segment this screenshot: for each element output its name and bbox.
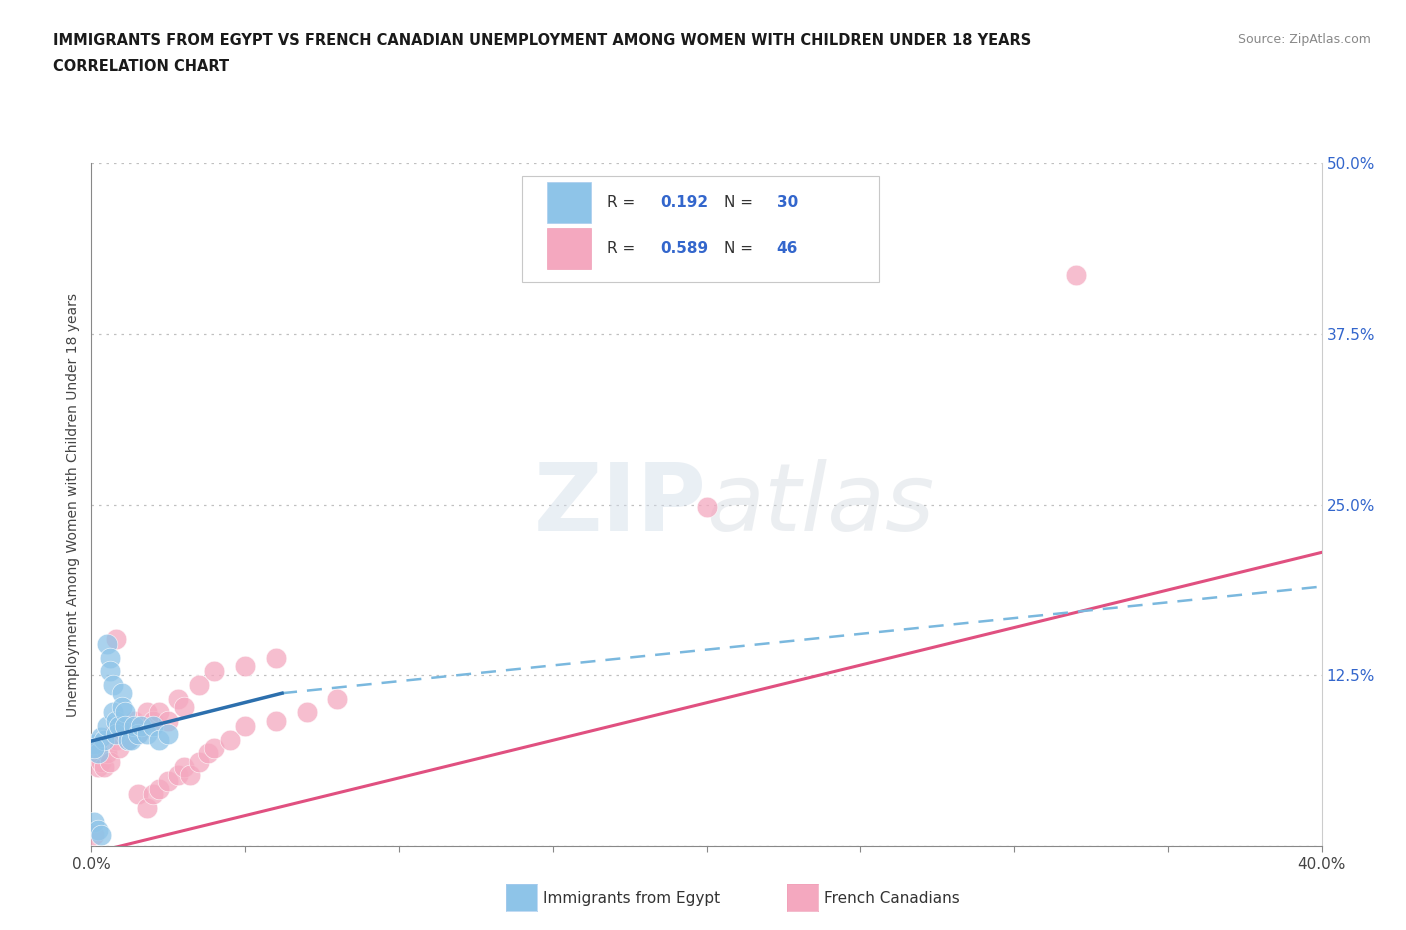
Point	[105, 713, 127, 728]
Point	[218, 732, 240, 747]
Text: N =: N =	[724, 195, 758, 210]
Point	[93, 760, 115, 775]
Point	[86, 760, 108, 775]
Point	[108, 719, 131, 734]
Point	[117, 732, 139, 747]
FancyBboxPatch shape	[547, 229, 591, 269]
Point	[264, 650, 287, 665]
Point	[83, 828, 105, 843]
Point	[98, 754, 121, 769]
Point	[129, 719, 152, 734]
Text: French Canadians: French Canadians	[824, 891, 960, 906]
Point	[173, 760, 195, 775]
Point	[202, 664, 225, 679]
Point	[166, 691, 188, 706]
Point	[93, 732, 115, 747]
Point	[188, 678, 211, 693]
Text: 0.192: 0.192	[659, 195, 707, 210]
Point	[105, 732, 127, 747]
Point	[142, 719, 165, 734]
Text: N =: N =	[724, 241, 758, 256]
Point	[101, 678, 124, 693]
Point	[179, 768, 201, 783]
Point	[98, 664, 121, 679]
Point	[98, 650, 121, 665]
Point	[86, 746, 108, 761]
Point	[157, 726, 180, 741]
Point	[1064, 268, 1087, 283]
Point	[83, 737, 105, 751]
Point	[148, 732, 170, 747]
Point	[101, 705, 124, 720]
Point	[157, 773, 180, 788]
Point	[83, 746, 105, 761]
Point	[96, 746, 118, 761]
Point	[105, 726, 127, 741]
Point	[173, 699, 195, 714]
Point	[101, 726, 124, 741]
Point	[142, 787, 165, 802]
Point	[111, 685, 134, 700]
Point	[96, 636, 118, 651]
Point	[114, 705, 136, 720]
Point	[111, 719, 134, 734]
Point	[124, 719, 146, 734]
Point	[90, 729, 112, 744]
Point	[233, 658, 256, 673]
Point	[117, 732, 139, 747]
Point	[86, 822, 108, 837]
Point	[202, 740, 225, 755]
Text: IMMIGRANTS FROM EGYPT VS FRENCH CANADIAN UNEMPLOYMENT AMONG WOMEN WITH CHILDREN : IMMIGRANTS FROM EGYPT VS FRENCH CANADIAN…	[53, 33, 1032, 47]
Point	[120, 719, 142, 734]
Point	[135, 726, 157, 741]
Text: Source: ZipAtlas.com: Source: ZipAtlas.com	[1237, 33, 1371, 46]
Point	[96, 719, 118, 734]
Point	[129, 719, 152, 734]
Point	[127, 726, 149, 741]
Point	[105, 631, 127, 646]
Text: 30: 30	[776, 195, 797, 210]
Text: ZIP: ZIP	[534, 458, 706, 551]
Point	[114, 719, 136, 734]
Point	[135, 705, 157, 720]
Point	[295, 705, 318, 720]
FancyBboxPatch shape	[547, 182, 591, 222]
Point	[108, 740, 131, 755]
Text: R =: R =	[607, 195, 640, 210]
Point	[166, 768, 188, 783]
Point	[90, 828, 112, 843]
Point	[188, 754, 211, 769]
Text: 46: 46	[776, 241, 799, 256]
Point	[111, 699, 134, 714]
Point	[83, 740, 105, 755]
Point	[197, 746, 219, 761]
Y-axis label: Unemployment Among Women with Children Under 18 years: Unemployment Among Women with Children U…	[66, 293, 80, 716]
Point	[135, 801, 157, 816]
Point	[233, 719, 256, 734]
Point	[157, 713, 180, 728]
Point	[124, 713, 146, 728]
Point	[264, 713, 287, 728]
Point	[114, 726, 136, 741]
Point	[127, 726, 149, 741]
Point	[326, 691, 349, 706]
Text: R =: R =	[607, 241, 640, 256]
Point	[90, 754, 112, 769]
Text: atlas: atlas	[706, 459, 935, 550]
Text: Immigrants from Egypt: Immigrants from Egypt	[543, 891, 720, 906]
Point	[120, 732, 142, 747]
Text: 0.589: 0.589	[659, 241, 707, 256]
Point	[83, 815, 105, 830]
Point	[127, 787, 149, 802]
Point	[142, 713, 165, 728]
FancyBboxPatch shape	[522, 177, 879, 283]
Point	[696, 499, 718, 514]
Point	[148, 781, 170, 796]
Text: CORRELATION CHART: CORRELATION CHART	[53, 59, 229, 73]
Point	[148, 705, 170, 720]
